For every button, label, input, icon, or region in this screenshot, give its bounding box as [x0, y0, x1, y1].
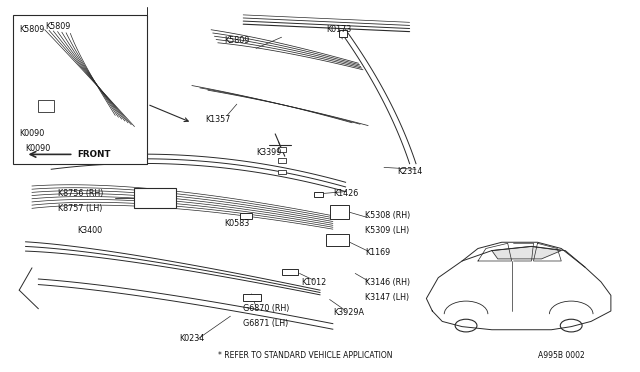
Text: K0583: K0583	[224, 219, 249, 228]
Bar	[339, 30, 347, 37]
Text: G6871 (LH): G6871 (LH)	[243, 319, 289, 328]
Text: K3146 (RH): K3146 (RH)	[365, 278, 410, 287]
Bar	[13, 15, 147, 164]
Text: K0234: K0234	[179, 334, 204, 343]
Bar	[134, 188, 176, 208]
Bar	[243, 294, 261, 301]
Polygon shape	[492, 246, 561, 259]
Bar	[282, 269, 298, 275]
Bar	[314, 192, 323, 197]
Bar	[326, 234, 349, 246]
Text: A995B 0002: A995B 0002	[538, 351, 584, 360]
Text: K8756 (RH): K8756 (RH)	[58, 189, 103, 198]
Bar	[330, 205, 349, 219]
Text: K5809: K5809	[45, 22, 70, 31]
Bar	[278, 147, 286, 152]
Text: K5809: K5809	[19, 25, 45, 34]
Bar	[278, 158, 286, 163]
Text: K5308 (RH): K5308 (RH)	[365, 211, 410, 220]
Text: * REFER TO STANDARD VEHICLE APPLICATION: * REFER TO STANDARD VEHICLE APPLICATION	[218, 351, 392, 360]
Text: K0090: K0090	[19, 129, 44, 138]
Text: K1357: K1357	[205, 115, 230, 124]
Text: K5309 (LH): K5309 (LH)	[365, 226, 409, 235]
Text: G6870 (RH): G6870 (RH)	[243, 304, 289, 313]
Text: K8757 (LH): K8757 (LH)	[58, 204, 102, 213]
Bar	[278, 170, 286, 174]
Text: K1426: K1426	[333, 189, 358, 198]
Text: K1012: K1012	[301, 278, 326, 287]
Text: K0173: K0173	[326, 25, 351, 34]
Bar	[240, 213, 252, 219]
Text: K3399: K3399	[256, 148, 282, 157]
Text: K2314: K2314	[397, 167, 422, 176]
Bar	[38, 100, 54, 112]
Text: K3147 (LH): K3147 (LH)	[365, 293, 409, 302]
Text: K5809: K5809	[224, 36, 250, 45]
Text: FRONT: FRONT	[77, 150, 110, 159]
Text: K1169: K1169	[365, 248, 390, 257]
Text: K3929A: K3929A	[333, 308, 364, 317]
Text: K3400: K3400	[77, 226, 102, 235]
Text: K0090: K0090	[26, 144, 51, 153]
